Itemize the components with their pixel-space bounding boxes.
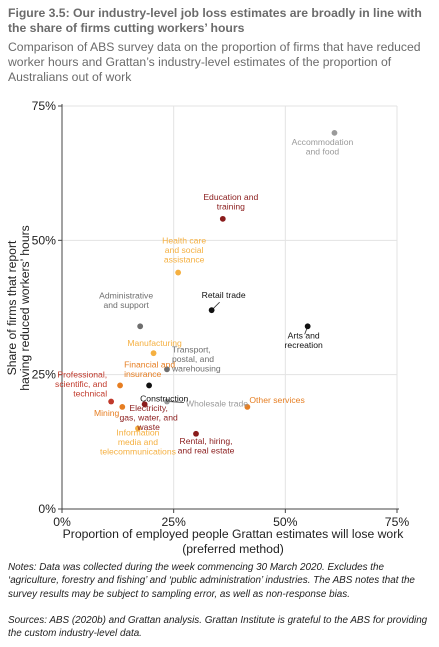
point-label-line: Retail trade xyxy=(202,290,246,300)
scatter-point xyxy=(331,129,338,136)
scatter-point xyxy=(146,382,153,389)
x-tick-label: 25% xyxy=(161,515,186,529)
figure-notes: Notes: Data was collected during the wee… xyxy=(8,562,415,600)
point-label-line: waste xyxy=(136,422,160,432)
point-label: Manufacturing xyxy=(127,338,182,348)
point-label: Other services xyxy=(249,395,304,405)
point-label-line: Transport, xyxy=(172,344,211,354)
point-label-line: scientific, and xyxy=(55,379,107,389)
point-label-line: Mining xyxy=(94,408,120,418)
point-label-line: and real estate xyxy=(178,445,235,455)
point-label-line: assistance xyxy=(164,255,205,265)
point-label-line: Construction xyxy=(140,393,188,403)
point-label-line: and social xyxy=(165,245,204,255)
point-label: Wholesale trade xyxy=(186,399,248,409)
scatter-chart: 0%25%50%75%0% 25% 50% 75% Accommodation and … xyxy=(5,99,410,556)
x-tick-label: 75% xyxy=(385,515,410,529)
point-label: Arts and recreation xyxy=(285,330,323,350)
point-label-line: Accommodation xyxy=(292,137,354,147)
point-label-line: postal, and xyxy=(172,354,214,364)
point-label-line: training xyxy=(217,201,245,211)
scatter-point xyxy=(117,382,123,389)
scatter-point xyxy=(193,430,199,437)
figure-subtitle: Comparison of ABS survey data on the pro… xyxy=(8,40,421,84)
point-label-line: Arts and xyxy=(288,330,320,340)
scatter-point xyxy=(244,404,251,410)
point-label-line: Professional, xyxy=(57,370,107,380)
scatter-point xyxy=(135,425,141,432)
point-label-line: Information xyxy=(116,427,159,437)
scatter-point xyxy=(108,398,115,405)
y-tick-label: 25% xyxy=(32,368,57,382)
scatter-point xyxy=(208,307,215,314)
point-label-layer: Accommodation and food Education and traini… xyxy=(55,137,353,457)
point-label: Construction xyxy=(140,393,188,403)
point-label-line: technical xyxy=(73,389,107,399)
point-label: Education and training xyxy=(203,192,258,212)
point-label-line: and food xyxy=(306,146,340,156)
point-label-line: gas, water, and xyxy=(119,413,178,423)
point-label-line: warehousing xyxy=(171,363,221,373)
point-label: Transport, postal, and warehousing xyxy=(171,344,221,373)
point-label-line: Health care xyxy=(162,236,206,246)
scatter-point xyxy=(304,323,311,330)
figure-title: Figure 3.5: Our industry-level job loss … xyxy=(8,6,422,35)
point-label-line: Education and xyxy=(203,192,258,202)
y-axis-label-line2: having reduced workers’ hours xyxy=(18,225,32,391)
y-tick-label: 75% xyxy=(32,99,57,113)
scatter-point xyxy=(141,401,148,408)
x-tick-label: 0% xyxy=(53,515,71,529)
point-label-line: Rental, hiring, xyxy=(179,436,232,446)
point-label: Rental, hiring, and real estate xyxy=(178,436,235,456)
x-axis-label-line2: (preferred method) xyxy=(182,542,284,556)
point-label-line: Other services xyxy=(249,395,304,405)
scatter-point xyxy=(175,269,182,276)
point-label: Electricity, gas, water, and waste xyxy=(119,403,178,432)
point-layer xyxy=(108,129,338,437)
scatter-point xyxy=(219,215,226,222)
point-label: Professional, scientific, and technical xyxy=(55,370,107,399)
point-label: Financial and insurance xyxy=(124,359,175,379)
scatter-point xyxy=(164,398,170,405)
point-label: Retail trade xyxy=(202,290,246,300)
figure-sources: Sources: ABS (2020b) and Grattan analysi… xyxy=(8,615,428,640)
point-label-line: media and xyxy=(118,437,158,447)
point-label-line: and support xyxy=(103,300,149,310)
point-label-line: Manufacturing xyxy=(127,338,182,348)
axis-layer: 0% 25% 50% 75% 0% 25% 50% 75% xyxy=(32,99,410,529)
y-axis-label-line1: Share of firms that report xyxy=(5,240,19,375)
point-label-line: Electricity, xyxy=(129,403,168,413)
scatter-point xyxy=(137,323,144,330)
point-label-line: telecommunications xyxy=(100,446,176,456)
x-tick-label: 50% xyxy=(273,515,298,529)
y-tick-label: 0% xyxy=(38,502,56,516)
point-label-line: Wholesale trade xyxy=(186,399,248,409)
point-label-line: recreation xyxy=(285,340,323,350)
point-label: Accommodation and food xyxy=(292,137,354,157)
y-tick-label: 50% xyxy=(32,233,57,247)
scatter-point xyxy=(119,404,126,410)
point-label-line: insurance xyxy=(124,369,161,379)
point-label-line: Financial and xyxy=(124,359,175,369)
scatter-point xyxy=(150,350,157,357)
scatter-point xyxy=(164,366,170,373)
point-label: Administrative and support xyxy=(99,290,153,310)
x-axis-label-line1: Proportion of employed people Grattan es… xyxy=(63,527,405,541)
point-label: Information media and telecommunications xyxy=(100,427,176,456)
point-label-line: Administrative xyxy=(99,290,153,300)
point-label: Health care and social assistance xyxy=(162,236,206,265)
point-label: Mining xyxy=(94,408,120,418)
